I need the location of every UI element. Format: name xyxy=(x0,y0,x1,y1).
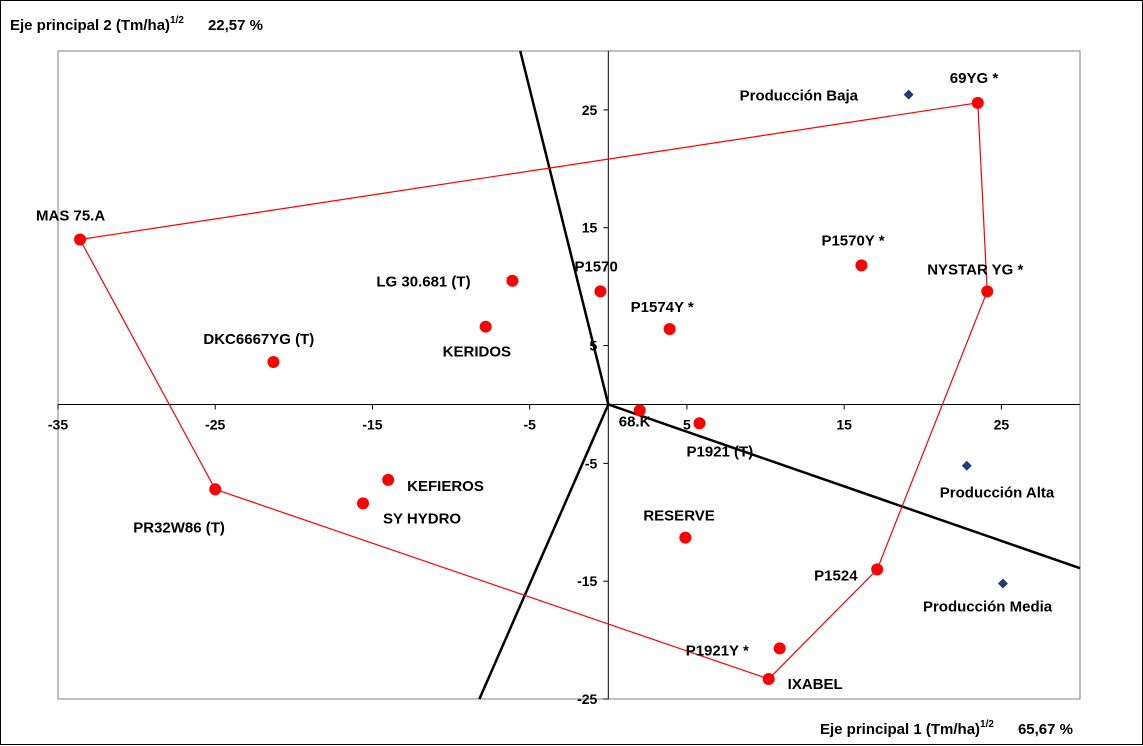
genotype-point-dkc6667yg-t xyxy=(267,356,280,369)
genotype-label-p1524: P1524 xyxy=(814,567,858,584)
genotype-point-mas-75-a xyxy=(74,233,87,246)
y-axis-title: Eje principal 2 (Tm/ha)1/2 22,57 % xyxy=(10,15,263,34)
genotype-label-68-k: 68.K xyxy=(619,413,651,430)
genotype-label-p1921-t: P1921 (T) xyxy=(687,443,754,460)
y-tick-label: -5 xyxy=(585,455,598,471)
genotype-label-keridos: KERIDOS xyxy=(443,344,511,361)
genotype-point-pr32w86-t xyxy=(209,483,222,496)
y-tick-label: -25 xyxy=(577,691,597,707)
genotype-label-ixabel: IXABEL xyxy=(788,676,843,693)
genotype-label-nystar-yg: NYSTAR YG * xyxy=(927,261,1023,278)
genotype-label-p1574y: P1574Y * xyxy=(631,299,694,316)
x-tick-label: 15 xyxy=(836,416,852,432)
x-tick-label: -5 xyxy=(523,416,536,432)
genotype-label-p1570: P1570 xyxy=(574,258,617,275)
x-tick-label: -25 xyxy=(205,416,225,432)
y-tick-label: 25 xyxy=(582,102,598,118)
genotype-label-pr32w86-t: PR32W86 (T) xyxy=(133,519,225,536)
convex-hull-polygon xyxy=(79,102,988,680)
y-tick-label: -15 xyxy=(577,573,597,589)
genotype-point-keridos xyxy=(479,320,492,333)
x-axis-title: Eje principal 1 (Tm/ha)1/2 65,67 % xyxy=(820,719,1073,738)
sector-line-2 xyxy=(607,403,1081,570)
genotype-point-68-k xyxy=(633,404,646,417)
environment-point-producci-n-alta xyxy=(961,460,972,471)
genotype-point-reserve xyxy=(679,531,692,544)
x-tick-label: 25 xyxy=(994,416,1010,432)
genotype-label-reserve: RESERVE xyxy=(643,508,714,525)
x-tick-label: -15 xyxy=(362,416,382,432)
genotype-point-p1574y xyxy=(663,323,676,336)
environment-point-producci-n-media xyxy=(997,578,1008,589)
genotype-point-p1921-t xyxy=(693,417,706,430)
genotype-point-p1921y xyxy=(773,642,786,655)
environment-point-producci-n-baja xyxy=(903,89,914,100)
sector-line-3 xyxy=(478,403,610,700)
plot-area xyxy=(57,50,1081,700)
genotype-label-p1921y: P1921Y * xyxy=(686,642,749,659)
y-tick-label: 5 xyxy=(590,338,598,354)
y-tick-label: 15 xyxy=(582,220,598,236)
genotype-label-69yg: 69YG * xyxy=(950,70,999,87)
genotype-label-sy-hydro: SY HYDRO xyxy=(383,510,461,527)
x-tick-label: -35 xyxy=(48,416,68,432)
genotype-point-69yg xyxy=(971,96,984,109)
x-tick-label: 5 xyxy=(683,416,691,432)
genotype-point-p1524 xyxy=(871,563,884,576)
sector-line-1 xyxy=(519,50,610,405)
genotype-label-kefieros: KEFIEROS xyxy=(407,478,484,495)
genotype-point-ixabel xyxy=(762,672,775,685)
genotype-point-kefieros xyxy=(382,473,395,486)
genotype-label-mas-75-a: MAS 75.A xyxy=(36,208,105,225)
genotype-point-lg-30-681-t xyxy=(506,274,519,287)
genotype-point-sy-hydro xyxy=(357,497,370,510)
environment-label-producci-n-alta: Producción Alta xyxy=(940,485,1055,502)
genotype-label-p1570y: P1570Y * xyxy=(821,232,884,249)
environment-label-producci-n-baja: Producción Baja xyxy=(740,88,859,105)
genotype-point-p1570 xyxy=(594,285,607,298)
genotype-point-nystar-yg xyxy=(981,285,994,298)
genotype-point-p1570y xyxy=(855,259,868,272)
genotype-label-lg-30-681-t: LG 30.681 (T) xyxy=(376,274,470,291)
environment-label-producci-n-media: Producción Media xyxy=(923,599,1053,616)
genotype-label-dkc6667yg-t: DKC6667YG (T) xyxy=(203,331,314,348)
